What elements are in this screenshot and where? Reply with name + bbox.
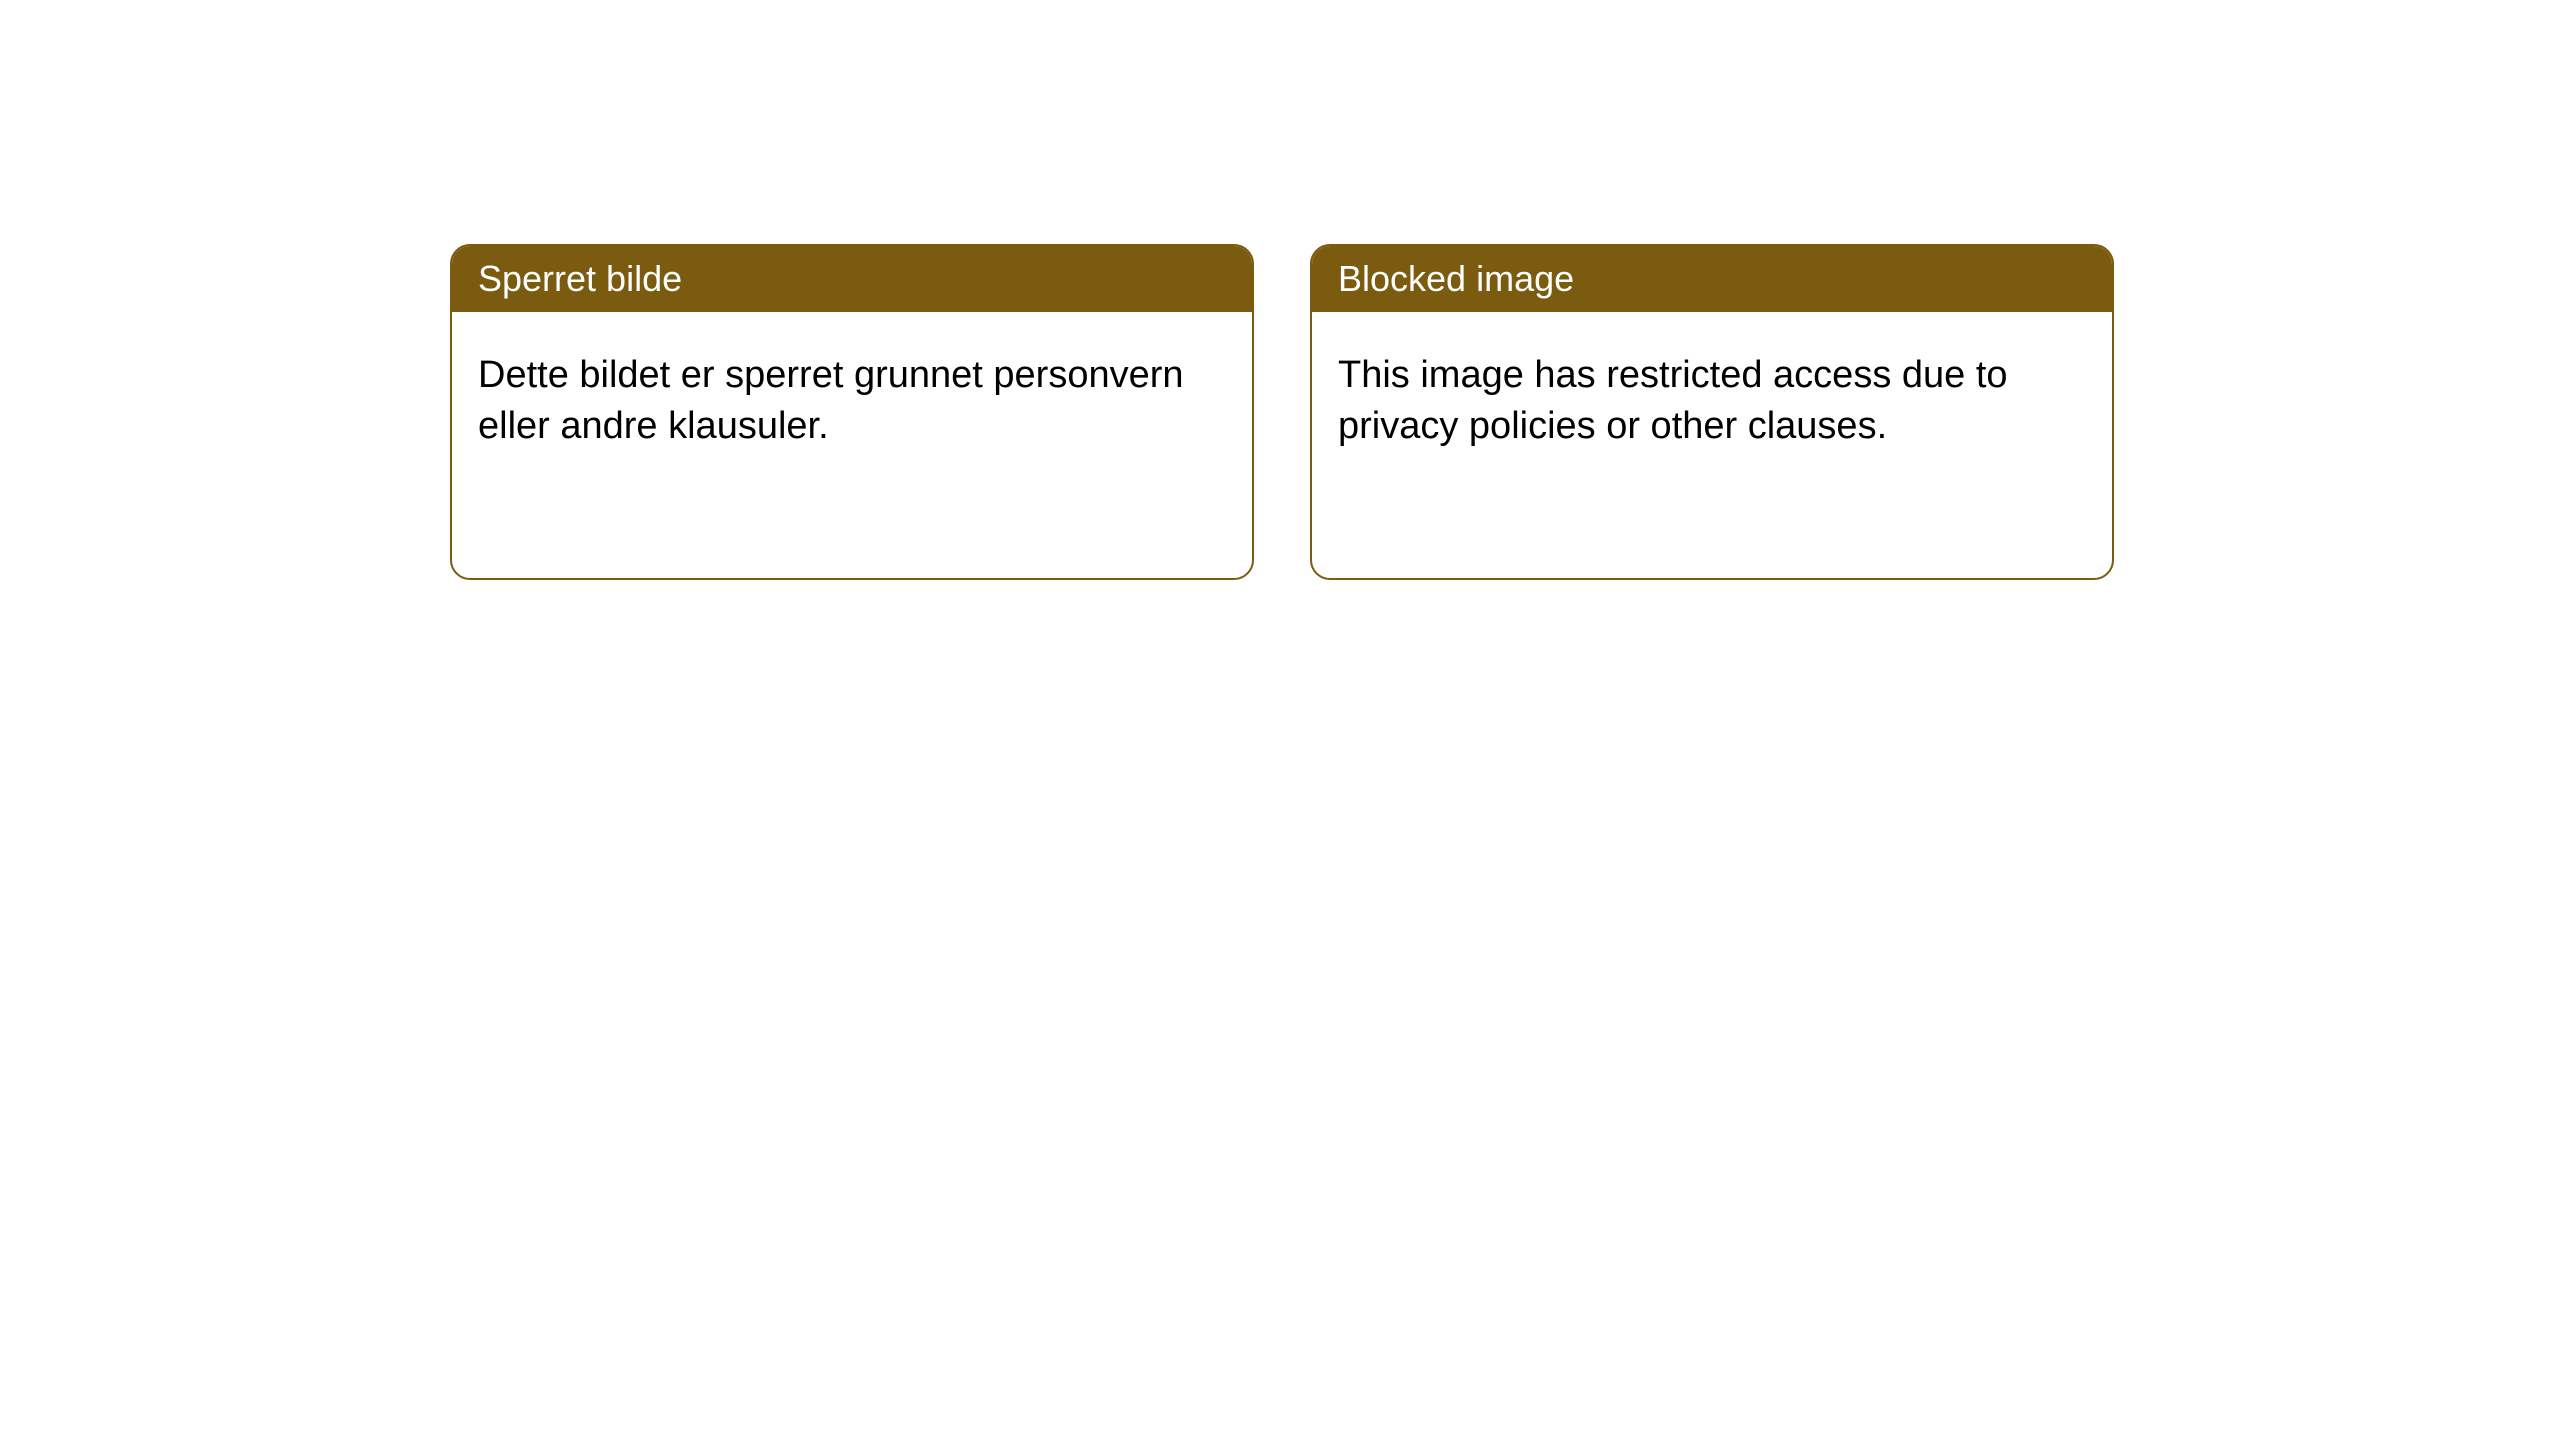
- notice-card-english: Blocked image This image has restricted …: [1310, 244, 2114, 580]
- card-body-text: This image has restricted access due to …: [1338, 354, 2008, 447]
- card-header-text: Sperret bilde: [478, 258, 682, 299]
- notice-card-norwegian: Sperret bilde Dette bildet er sperret gr…: [450, 244, 1254, 580]
- card-header: Sperret bilde: [452, 246, 1252, 312]
- card-body: Dette bildet er sperret grunnet personve…: [452, 312, 1252, 491]
- card-header-text: Blocked image: [1338, 258, 1574, 299]
- notice-container: Sperret bilde Dette bildet er sperret gr…: [450, 244, 2114, 580]
- card-body: This image has restricted access due to …: [1312, 312, 2112, 491]
- card-header: Blocked image: [1312, 246, 2112, 312]
- card-body-text: Dette bildet er sperret grunnet personve…: [478, 354, 1184, 447]
